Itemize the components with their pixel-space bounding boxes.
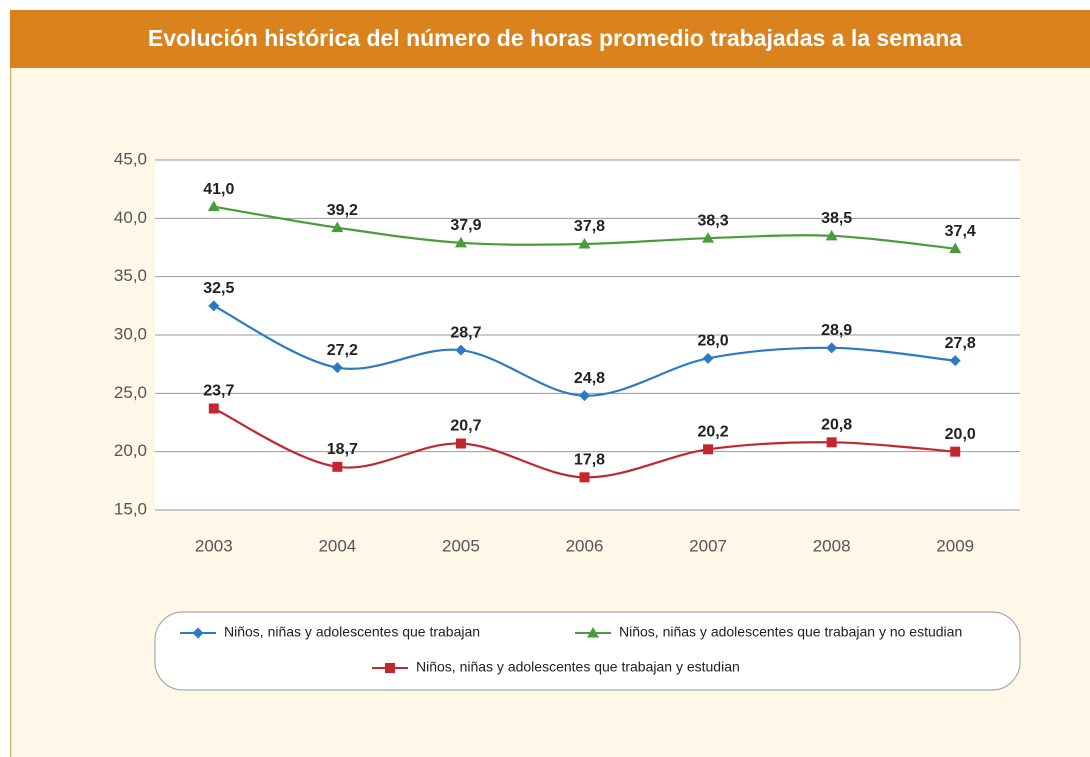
x-tick-label: 2005	[442, 536, 480, 555]
data-label: 23,7	[203, 383, 234, 400]
data-point	[950, 446, 961, 457]
data-label: 37,4	[945, 223, 976, 240]
y-tick-label: 20,0	[114, 441, 147, 460]
legend-label: Niños, niñas y adolescentes que trabajan…	[619, 624, 962, 640]
data-point	[208, 300, 220, 312]
data-label: 28,0	[698, 333, 729, 350]
y-tick-label: 40,0	[114, 208, 147, 227]
x-tick-label: 2008	[813, 536, 851, 555]
legend-marker	[385, 663, 395, 673]
data-point	[332, 461, 343, 472]
data-label: 18,7	[327, 441, 358, 458]
data-label: 28,9	[821, 322, 852, 339]
data-point	[578, 238, 591, 249]
y-tick-label: 30,0	[114, 324, 147, 343]
y-tick-label: 35,0	[114, 266, 147, 285]
legend-marker	[192, 627, 204, 639]
data-point	[455, 438, 466, 449]
x-tick-label: 2009	[936, 536, 974, 555]
data-point	[454, 236, 467, 248]
x-tick-label: 2003	[195, 536, 233, 555]
data-label: 38,5	[821, 210, 852, 227]
x-tick-label: 2004	[318, 536, 356, 555]
x-tick-label: 2007	[689, 536, 727, 555]
data-point	[331, 221, 344, 233]
data-point	[826, 437, 837, 448]
data-point	[703, 444, 714, 455]
data-label: 20,7	[450, 418, 481, 435]
data-label: 20,8	[821, 417, 852, 434]
legend-label: Niños, niñas y adolescentes que trabajan…	[416, 659, 740, 675]
data-label: 27,8	[945, 335, 976, 352]
data-point	[455, 344, 467, 356]
data-point	[208, 403, 219, 414]
data-label: 32,5	[203, 280, 234, 297]
data-point	[579, 390, 590, 402]
data-point	[949, 355, 961, 367]
data-point	[949, 242, 962, 254]
data-label: 17,8	[574, 452, 605, 469]
data-label: 27,2	[327, 342, 358, 359]
data-point	[207, 200, 220, 212]
legend-box	[154, 611, 1021, 691]
data-label: 41,0	[203, 181, 234, 198]
data-point	[579, 472, 590, 483]
y-tick-label: 25,0	[114, 383, 147, 402]
legend-marker	[587, 627, 599, 638]
legend-label: Niños, niñas y adolescentes que trabajan	[224, 624, 480, 640]
data-point	[826, 342, 838, 354]
data-label: 20,2	[698, 424, 729, 441]
data-label: 28,7	[450, 324, 481, 341]
chart-title: Evolución histórica del número de horas …	[148, 25, 962, 51]
data-label: 38,3	[698, 212, 729, 229]
y-tick-label: 15,0	[114, 499, 147, 518]
data-point	[702, 352, 714, 364]
data-point	[702, 232, 715, 243]
data-label: 39,2	[327, 202, 358, 219]
data-point	[825, 229, 838, 241]
data-label: 24,8	[574, 370, 605, 387]
data-label: 37,9	[450, 217, 481, 234]
data-label: 37,8	[574, 218, 605, 235]
data-point	[331, 362, 343, 374]
y-tick-label: 45,0	[114, 149, 147, 168]
header-bar	[10, 10, 1090, 68]
data-label: 20,0	[945, 426, 976, 443]
x-tick-label: 2006	[566, 536, 604, 555]
